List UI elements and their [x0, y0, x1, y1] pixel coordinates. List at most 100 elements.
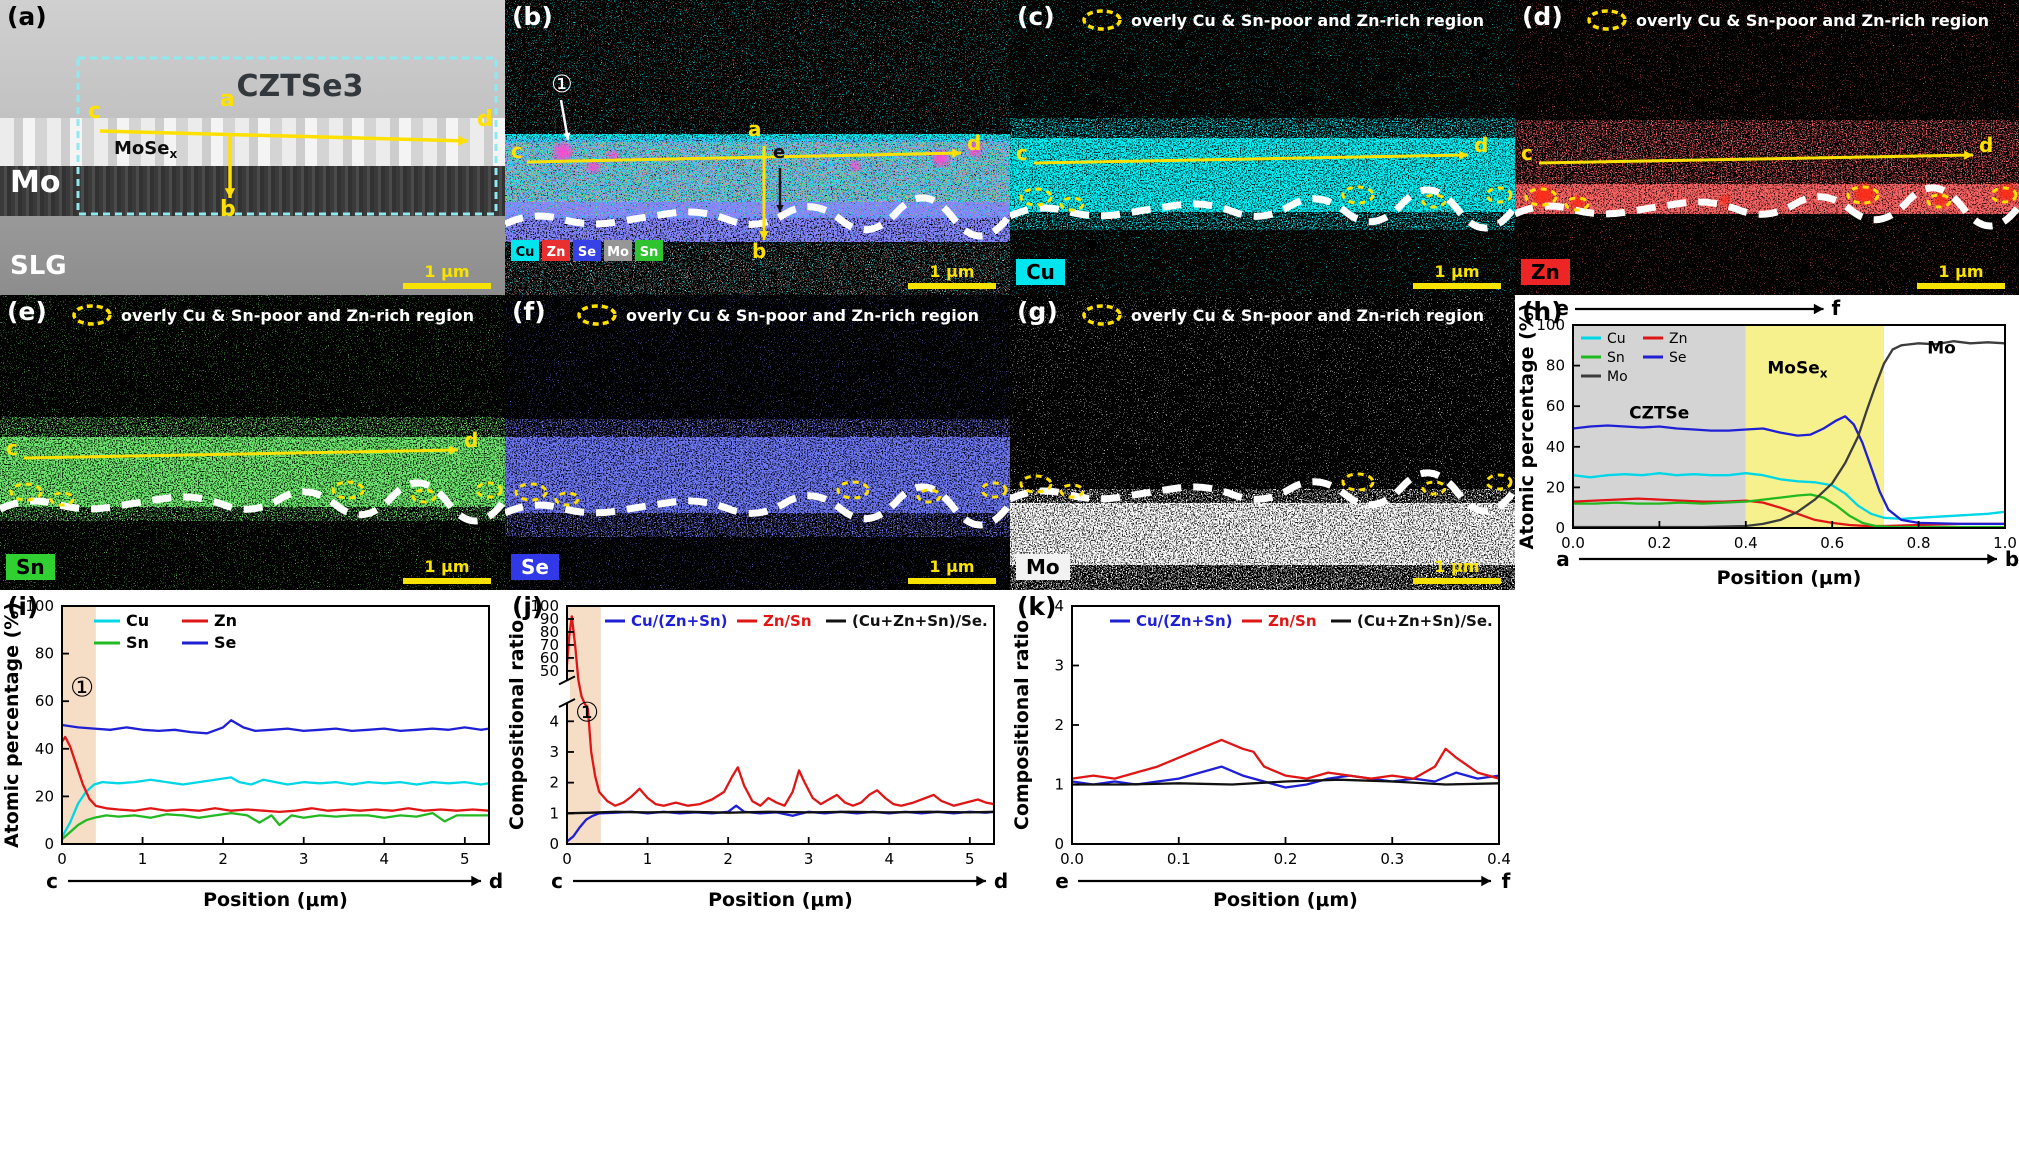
legend-chip [604, 240, 632, 261]
dashed-ellipse-icon [577, 304, 617, 326]
dashed-ellipse-icon [1587, 9, 1627, 31]
region-caption: overly Cu & Sn-poor and Zn-rich region [70, 303, 474, 327]
element-tag-cu: Cu [1016, 259, 1065, 285]
x-tick-label: 0.1 [1167, 850, 1191, 868]
legend-label: Cu/(Zn+Sn) [631, 612, 727, 630]
scale-bar-line [403, 283, 491, 289]
marker-c: c [6, 436, 18, 460]
scale-bar-line [403, 578, 491, 584]
dashed-ellipse-marker [554, 491, 580, 507]
series-Se [1573, 415, 2005, 526]
y-axis-label: Compositional ratio [1011, 620, 1033, 830]
arrow-head [449, 445, 458, 455]
scale-bar-label: 1 μm [424, 262, 470, 281]
y-tick-label: 0 [1054, 835, 1064, 853]
axis-break-mark [558, 698, 576, 708]
axis-break-gap [564, 680, 570, 703]
x-tick-label: 3 [804, 850, 814, 868]
slg-label: SLG [10, 251, 67, 281]
region-caption: overly Cu & Sn-poor and Zn-rich region [1080, 303, 1484, 327]
marker-a: a [748, 117, 762, 141]
eds-composite-map: c d a b e ① Cu Zn Se Mo Sn [505, 0, 1010, 295]
panel-i-atomic-profile-cd: 0 1 2 3 4 5 0 20 40 60 80 100 Cu Zn Sn Se ① Atomic percen… [0, 590, 505, 920]
dashed-ellipse-marker [1564, 196, 1590, 212]
chart-atomic-percentage-cd: 0 1 2 3 4 5 0 20 40 60 80 100 Cu Zn Sn Se ① Atomic percen… [1, 597, 503, 911]
y-tick-label: 50 [540, 662, 559, 680]
arrow-head [563, 132, 571, 140]
noise-layer [505, 513, 1010, 537]
series-group [1573, 340, 2005, 528]
dashed-ellipse-marker [514, 482, 548, 502]
x-tick-label: 0.3 [1380, 850, 1404, 868]
legend-label: Cu [126, 611, 149, 630]
x-tick-label: 1 [138, 850, 148, 868]
dashed-ellipse-marker [475, 481, 503, 499]
dashed-ellipse-marker [411, 488, 437, 504]
axis-end-letter: d [489, 869, 503, 893]
y-tick-label: 0 [549, 835, 559, 853]
x-tick-label: 1.0 [1993, 534, 2017, 552]
eds-map-se [505, 295, 1010, 590]
marker-c: c [1521, 141, 1533, 165]
x-tick-label: 5 [965, 850, 975, 868]
scale-bar-label: 1 μm [1434, 262, 1480, 281]
dashed-ellipse-marker [1421, 193, 1447, 209]
marker-a: a [220, 87, 235, 112]
annotation-circled-one: ① [575, 697, 599, 728]
legend: Cu/(Zn+Sn) Zn/Sn (Cu+Zn+Sn)/Se. [1110, 612, 1493, 630]
film-label: CZTSe3 [236, 69, 363, 104]
panel-g-mo-map: (g) overly Cu & Sn-poor and Zn-rich regi… [1010, 295, 1515, 590]
axis-box [1572, 324, 2006, 529]
element-tag-sn: Sn [6, 554, 55, 580]
marker-d: d [967, 131, 981, 155]
legend-chip [635, 240, 663, 261]
scale-bar: 1 μm [1917, 262, 2005, 289]
x-tick-label: 0 [562, 850, 572, 868]
dashed-ellipse-icon [1082, 304, 1122, 326]
y-tick-label: 2 [549, 774, 559, 792]
x-tick-label: 0.0 [1060, 850, 1084, 868]
element-tag-zn: Zn [1521, 259, 1570, 285]
region-label: MoSex [1767, 359, 1827, 381]
dashed-ellipse-marker [836, 480, 870, 500]
region-caption: overly Cu & Sn-poor and Zn-rich region [575, 303, 979, 327]
arrow-line [23, 448, 459, 460]
noise-layer [0, 437, 505, 507]
dashed-ellipse-marker [1990, 186, 2018, 204]
y-tick-label: 1 [549, 804, 559, 822]
dashed-ellipse-marker [1421, 480, 1447, 496]
tem-slg-substrate-layer [0, 216, 505, 295]
legend-chip [511, 240, 539, 261]
panel-label: (i) [7, 592, 39, 621]
chart-compositional-ratio-ef: 0.0 0.1 0.2 0.3 0.4 0 1 2 3 4 Cu/(Zn+Sn) Zn/Sn (Cu+Z… [1011, 597, 1511, 911]
region-label: Mo [1927, 338, 1956, 358]
dashed-ellipse-marker [1059, 483, 1085, 499]
legend-label: Mo [1607, 369, 1628, 385]
y-tick-label: 100 [1536, 316, 1565, 334]
panel-label: (f) [512, 297, 546, 326]
arrow-head [1459, 150, 1468, 160]
roi-dashed-box [76, 56, 498, 216]
legend-label: (Cu+Zn+Sn)/Se. [852, 612, 988, 630]
cu-se-secondary-phase [554, 143, 572, 161]
noise-layer [0, 507, 505, 521]
caption-text: overly Cu & Sn-poor and Zn-rich region [1131, 10, 1485, 30]
legend-label: (Cu+Zn+Sn)/Se. [1357, 612, 1493, 630]
x-tick-label: 3 [299, 850, 309, 868]
series-Sn [62, 811, 489, 841]
panel-j-compositional-ratio-cd: 0 1 2 3 4 5 0 1 2 3 4 50 60 70 80 90 100 Cu/(Zn+Sn) Zn/Sn(… [505, 590, 1010, 920]
legend-chip-label: Mo [607, 245, 629, 260]
dashed-ellipse-marker [1019, 474, 1053, 494]
marker-c: c [511, 139, 523, 163]
legend-label: Sn [1607, 350, 1625, 366]
axis-break-mark [558, 675, 576, 686]
arrow-line [526, 151, 962, 164]
y-tick-label: 20 [1546, 478, 1565, 496]
y-tick-label: 4 [1054, 597, 1064, 615]
scale-bar-label: 1 μm [1434, 557, 1480, 576]
y-tick-label: 20 [35, 787, 54, 805]
y-tick-label: 90 [540, 610, 559, 628]
